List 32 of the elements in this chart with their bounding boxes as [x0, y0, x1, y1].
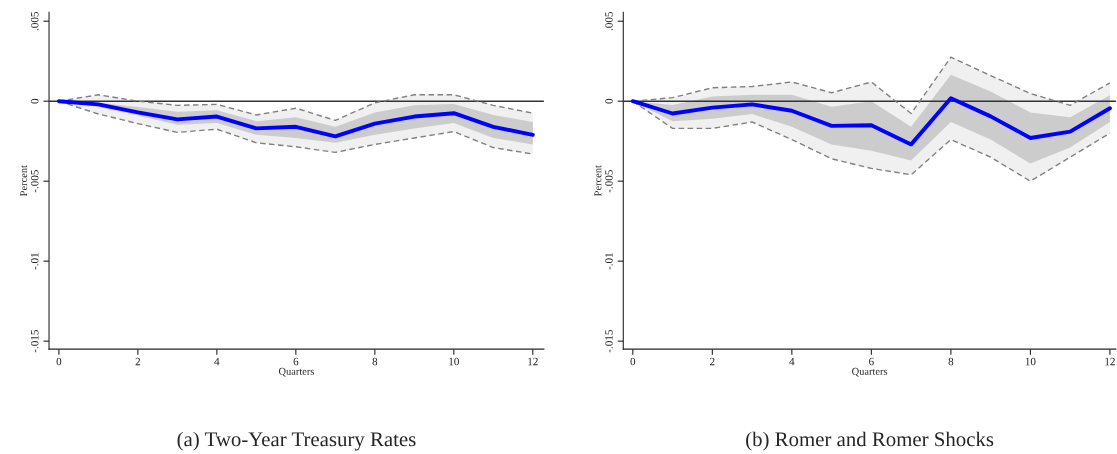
x-tick-label: 6: [869, 357, 874, 366]
y-tick-label: .005: [30, 11, 39, 31]
line-series: [630, 96, 1112, 147]
x-tick-label: 12: [528, 357, 538, 366]
x-tick-label: 6: [293, 357, 299, 366]
y-tick-label: 0: [605, 98, 613, 104]
y-tick-label: -.015: [605, 329, 613, 353]
y-tick-label: -.01: [30, 253, 39, 270]
y-tick-label: -.015: [30, 329, 39, 353]
y-axis-title: Percent: [20, 165, 28, 197]
x-tick-label: 2: [710, 357, 715, 366]
text: (b) Romer and Romer Shocks: [746, 431, 994, 451]
x-tick-label: 0: [56, 357, 62, 366]
x-axis-title: Quarters: [852, 367, 888, 377]
x-axis-title: Quarters: [278, 367, 315, 377]
y-tick-label: 0: [30, 98, 39, 104]
x-tick-label: 8: [948, 357, 954, 366]
text: (a) Two-Year Treasury Rates: [177, 431, 416, 451]
x-tick-label: 10: [449, 357, 459, 366]
x-tick-label: 4: [214, 357, 220, 366]
line-series: [56, 99, 535, 139]
x-tick-label: 8: [372, 357, 378, 366]
y-tick-label: .005: [605, 11, 613, 31]
x-tick-label: 12: [1105, 357, 1115, 366]
x-tick-label: 0: [630, 357, 636, 366]
y-tick-label: -.005: [30, 170, 39, 193]
y-tick-label: -.005: [605, 170, 613, 193]
x-tick-label: 2: [135, 357, 141, 366]
y-tick-label: -.01: [605, 253, 613, 270]
x-tick-label: 4: [789, 357, 795, 366]
x-tick-label: 10: [1025, 357, 1036, 366]
y-axis-title: Percent: [594, 165, 602, 197]
